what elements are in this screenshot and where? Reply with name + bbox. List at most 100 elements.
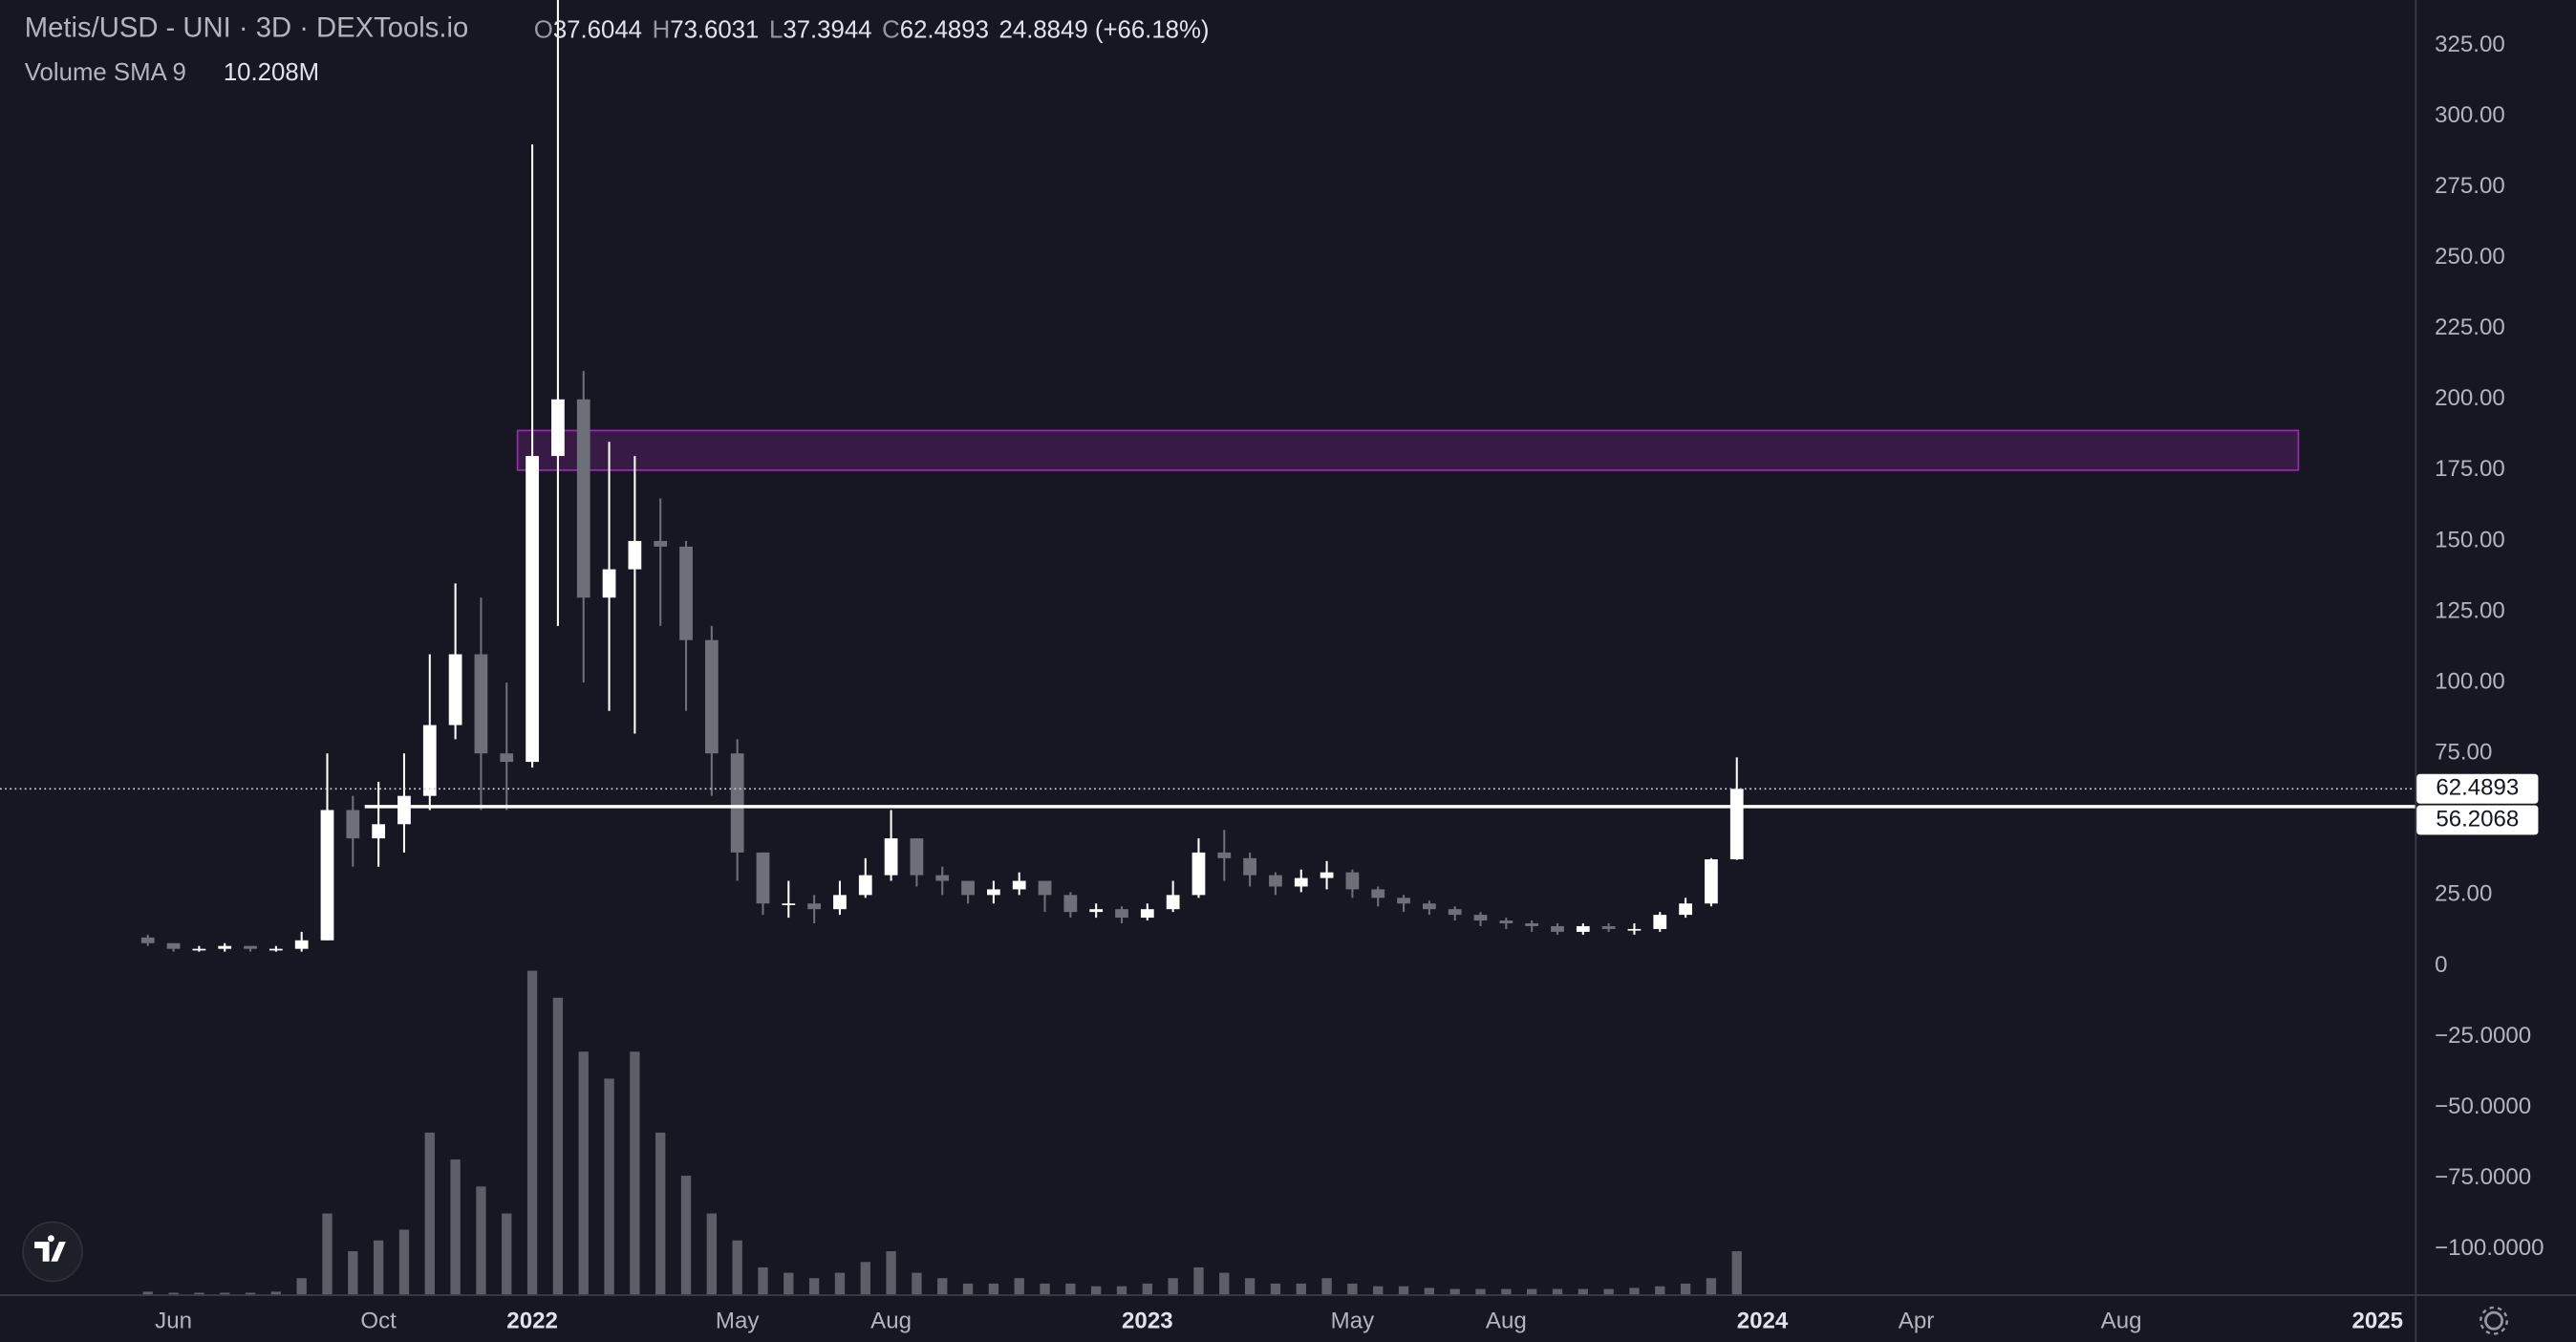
candle-body (1551, 925, 1564, 932)
volume-bar (1193, 1266, 1204, 1295)
volume-bar (962, 1283, 974, 1295)
y-tick-label: 100.00 (2435, 668, 2505, 694)
x-tick-label: Aug (2101, 1309, 2142, 1334)
volume-bar (220, 1292, 230, 1295)
candle-body (1320, 872, 1334, 878)
volume-bar (937, 1278, 948, 1295)
candle-body (628, 540, 642, 570)
x-tick-label: May (716, 1309, 759, 1334)
candle-body (1705, 859, 1718, 904)
y-tick-label: 275.00 (2435, 173, 2505, 199)
y-tick-label: 300.00 (2435, 102, 2505, 128)
volume-bar (1526, 1288, 1537, 1295)
resistance-zone (516, 429, 2300, 471)
candle-body (1473, 915, 1488, 921)
volume-bar (1065, 1283, 1076, 1295)
support-price-label: 56.2068 (2436, 806, 2519, 832)
candle-body (756, 852, 770, 904)
candle-body (704, 639, 719, 754)
gear-ring[interactable] (2484, 1310, 2504, 1331)
volume-sma-value: 10.208M (224, 59, 319, 86)
y-tick-label: 250.00 (2435, 244, 2505, 270)
candle-body (166, 942, 181, 949)
candle-body (1653, 915, 1667, 929)
high-value: 73.6031 (670, 16, 759, 43)
candle-body (1217, 852, 1232, 858)
volume-bar (834, 1272, 846, 1295)
x-tick-label: 2022 (506, 1309, 558, 1334)
volume-bar (1296, 1283, 1306, 1295)
y-tick-label: 150.00 (2435, 527, 2505, 552)
candle-body (448, 654, 462, 725)
candle-body (1166, 895, 1180, 910)
open-value: 37.6044 (553, 16, 642, 43)
candle-body (422, 725, 437, 796)
tv-logo[interactable] (22, 1221, 83, 1283)
candle-body (1397, 898, 1410, 904)
ohlc-label: L (769, 16, 783, 43)
candle-body (1679, 903, 1692, 916)
logo-mark (34, 1235, 66, 1262)
last-price-label: 62.4893 (2436, 775, 2519, 801)
volume-bar (1706, 1278, 1717, 1295)
volume-bar (1373, 1286, 1384, 1295)
candle-body (1115, 909, 1128, 919)
volume-bar (1347, 1283, 1358, 1295)
candle-body (218, 945, 232, 949)
x-tick-label: Apr (1899, 1309, 1934, 1334)
volume-bar (1168, 1278, 1178, 1295)
candle-body (935, 875, 950, 881)
volume-bar (270, 1291, 282, 1295)
candle-body (1191, 852, 1206, 896)
candle-body (1601, 925, 1616, 929)
volume-bar (194, 1292, 204, 1295)
y-tick-label: 200.00 (2435, 385, 2505, 411)
volume-bar (1424, 1288, 1435, 1295)
candle-body (1576, 925, 1590, 932)
volume-bar (1655, 1286, 1665, 1295)
y-tick-label: −25.0000 (2435, 1023, 2531, 1049)
volume-bar (1552, 1288, 1563, 1295)
volume-bar (630, 1051, 640, 1295)
volume-legend: Volume SMA 9 (25, 59, 186, 86)
volume-bar (245, 1292, 256, 1295)
volume-bar (398, 1229, 410, 1295)
last-price-box (2416, 773, 2539, 804)
volume-bar (168, 1292, 179, 1295)
y-tick-label: 325.00 (2435, 32, 2505, 57)
candle-body (500, 753, 514, 763)
volume-bar (1501, 1288, 1512, 1295)
x-tick-label: 2023 (1122, 1309, 1173, 1334)
candle-body (1012, 880, 1026, 890)
settings-icon[interactable] (2479, 1306, 2508, 1335)
volume-bar (373, 1240, 384, 1295)
x-tick-label: Oct (360, 1309, 397, 1334)
candle-body (140, 937, 155, 943)
volume-bar (706, 1213, 717, 1295)
candle-body (782, 903, 796, 905)
x-tick-label: Aug (870, 1309, 912, 1334)
candle-body (602, 569, 616, 598)
volume-bar (1475, 1288, 1486, 1295)
candle-body (961, 880, 975, 896)
gear-teeth (2479, 1306, 2508, 1335)
candle-body (372, 824, 386, 839)
volume-bar (1731, 1251, 1742, 1295)
candle-body (1422, 903, 1436, 910)
candle-body (1448, 909, 1462, 916)
low-value: 37.3944 (783, 16, 871, 43)
y-tick-label: 225.00 (2435, 314, 2505, 340)
candle-body (294, 940, 309, 949)
x-tick-label: May (1331, 1309, 1374, 1334)
y-tick-label: −50.0000 (2435, 1093, 2531, 1119)
y-tick-label: 0 (2435, 952, 2447, 978)
candle-body (858, 875, 872, 896)
candle-body (268, 948, 283, 951)
logo-circle[interactable] (22, 1221, 83, 1283)
candle-body (1269, 875, 1282, 887)
close-value: 62.4893 (900, 16, 989, 43)
x-tick-label: 2025 (2352, 1309, 2404, 1334)
candle-body (884, 838, 898, 876)
volume-bar (296, 1278, 307, 1295)
